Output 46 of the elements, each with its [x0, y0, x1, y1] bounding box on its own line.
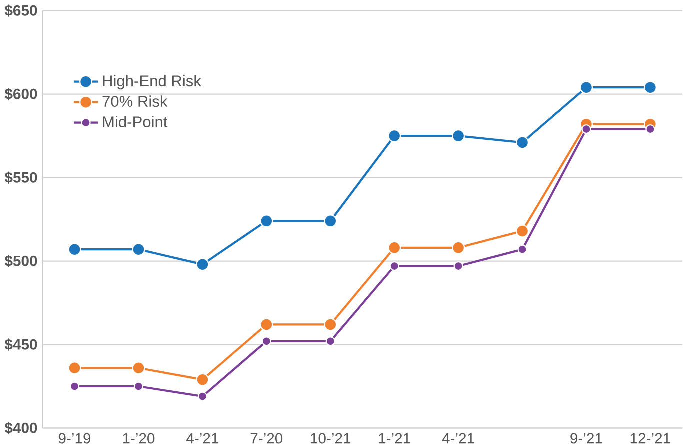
- point: [262, 336, 272, 346]
- point: [326, 336, 336, 346]
- legend-label: High-End Risk: [103, 74, 202, 90]
- x-tick-label: 12-’21: [630, 433, 670, 444]
- point: [388, 129, 402, 142]
- x-tick-label: 4-’21: [442, 433, 474, 444]
- point: [582, 124, 592, 134]
- y-tick-label: $650: [4, 4, 38, 17]
- point: [68, 361, 82, 374]
- point: [646, 124, 656, 134]
- x-tick-label: 1-’21: [379, 433, 410, 444]
- legend-label: Mid-Point: [103, 116, 168, 128]
- point: [452, 241, 466, 254]
- point: [516, 224, 530, 238]
- point: [196, 258, 210, 271]
- point: [198, 391, 208, 402]
- legend-label: 70% Risk: [102, 95, 168, 107]
- point: [134, 381, 144, 392]
- y-tick-label: $500: [4, 254, 38, 268]
- point: [68, 242, 82, 256]
- x-tick-label: 9-’19: [58, 433, 91, 444]
- y-tick-label: $400: [4, 422, 38, 434]
- y-tick-label: $600: [4, 88, 38, 100]
- point: [516, 136, 530, 149]
- x-tick-label: 4-’21: [186, 433, 218, 444]
- y-tick-label: $550: [4, 171, 38, 184]
- point: [260, 318, 274, 331]
- point: [132, 242, 146, 256]
- point: [324, 318, 338, 331]
- point: [454, 261, 464, 271]
- point: [452, 129, 466, 142]
- point: [324, 214, 338, 228]
- x-tick-label: 7-’20: [250, 433, 283, 444]
- point: [132, 361, 146, 374]
- point: [196, 373, 210, 386]
- point: [580, 80, 593, 94]
- point: [388, 241, 402, 254]
- point: [644, 80, 657, 94]
- point: [390, 261, 400, 271]
- point: [260, 214, 274, 228]
- x-tick-label: 1-’20: [123, 433, 155, 444]
- point: [518, 244, 528, 254]
- y-tick-label: $450: [4, 338, 38, 351]
- x-tick-label: 10-’21: [311, 433, 351, 444]
- point: [70, 381, 80, 392]
- x-tick-label: 9-’21: [570, 433, 602, 444]
